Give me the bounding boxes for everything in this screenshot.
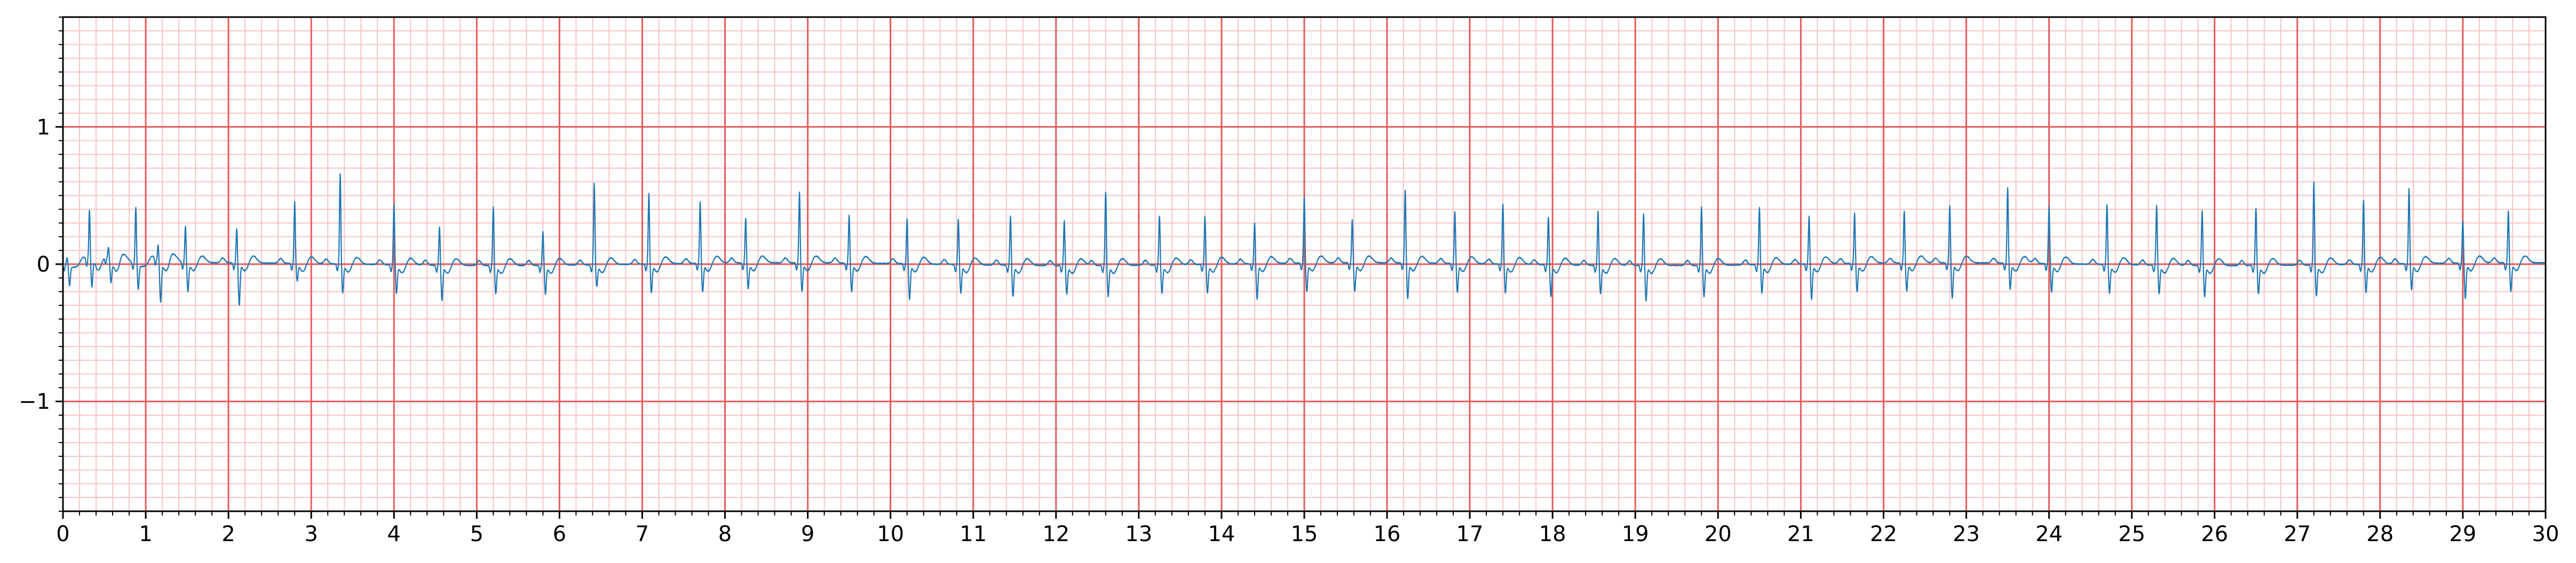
x-tick-label: 20 — [1705, 522, 1732, 546]
x-tick-label: 3 — [304, 522, 318, 546]
ecg-trace — [62, 173, 2546, 306]
x-tick-label: 11 — [960, 522, 987, 546]
x-tick-label: 13 — [1125, 522, 1152, 546]
x-tick-label: 7 — [636, 522, 649, 546]
x-tick-label: 5 — [470, 522, 484, 546]
x-axis: 0 1 2 3 4 5 6 7 8 9 10 11 12 13 14 15 16 17 18 19 20 21 22 23 24… — [56, 511, 2559, 546]
x-tick-label: 19 — [1622, 522, 1649, 546]
x-tick-label: 12 — [1042, 522, 1069, 546]
x-tick-label: 28 — [2366, 522, 2393, 546]
x-tick-label: 18 — [1539, 522, 1566, 546]
y-axis: −1 0 1 — [19, 17, 63, 512]
x-tick-label: 17 — [1456, 522, 1484, 546]
x-tick-label: 15 — [1291, 522, 1318, 546]
x-tick-label: 0 — [56, 522, 69, 546]
x-tick-label: 4 — [387, 522, 401, 546]
x-tick-label: 24 — [2035, 522, 2063, 546]
x-tick-label: 6 — [553, 522, 566, 546]
x-tick-label: 16 — [1374, 522, 1401, 546]
x-tick-label: 22 — [1870, 522, 1897, 546]
x-tick-label: 9 — [801, 522, 814, 546]
y-tick-label: 0 — [37, 252, 50, 277]
x-tick-label: 8 — [718, 522, 732, 546]
ecg-signal — [62, 173, 2546, 306]
x-tick-label: 30 — [2532, 522, 2559, 546]
x-tick-label: 10 — [877, 522, 904, 546]
x-tick-label: 29 — [2449, 522, 2476, 546]
x-tick-label: 23 — [1953, 522, 1980, 546]
x-tick-label: 14 — [1208, 522, 1235, 546]
x-tick-label: 21 — [1787, 522, 1814, 546]
y-tick-label: 1 — [37, 115, 50, 140]
y-tick-label: −1 — [19, 390, 50, 414]
x-tick-label: 1 — [139, 522, 152, 546]
x-tick-label: 26 — [2201, 522, 2228, 546]
x-tick-label: 25 — [2118, 522, 2145, 546]
x-tick-label: 27 — [2284, 522, 2311, 546]
x-tick-label: 2 — [221, 522, 235, 546]
